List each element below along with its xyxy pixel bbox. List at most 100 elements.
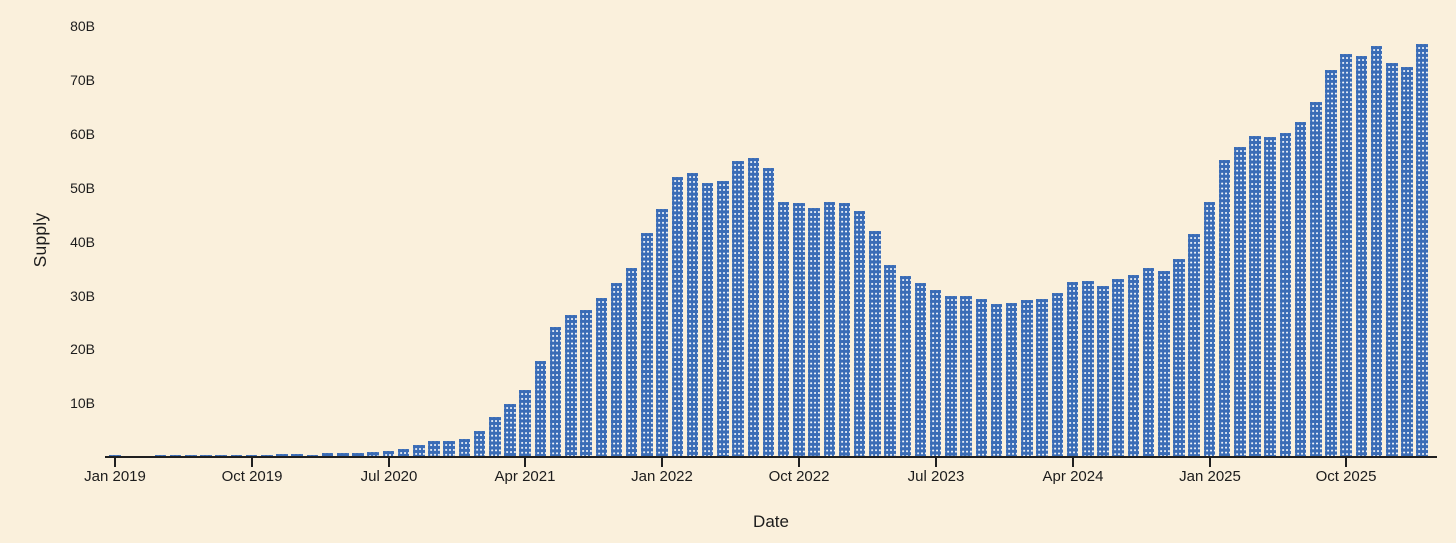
bar: [838, 203, 851, 457]
y-tick-label: 30B: [70, 287, 95, 304]
bar: [1386, 63, 1398, 457]
bar: [1142, 267, 1155, 457]
bar: [641, 232, 653, 457]
bar: [808, 207, 820, 457]
bar: [1127, 274, 1140, 457]
bar: [1370, 46, 1383, 457]
bar: [823, 201, 836, 457]
bar: [428, 441, 440, 457]
bar: [245, 454, 258, 457]
bar: [519, 390, 531, 457]
bar: [1021, 299, 1033, 457]
bar: [306, 454, 319, 457]
bar: [1279, 132, 1292, 457]
x-tick-mark: [661, 458, 663, 467]
y-tick-label: 70B: [70, 72, 95, 89]
x-tick-label: Oct 2019: [221, 468, 283, 485]
bar: [1158, 271, 1170, 457]
bar: [397, 448, 410, 457]
bar: [215, 454, 227, 457]
bar: [565, 314, 577, 457]
y-tick-label: 10B: [70, 395, 95, 412]
bar: [1005, 302, 1018, 457]
x-tick-label: Jan 2022: [631, 468, 693, 485]
bar: [625, 267, 638, 457]
bar: [1218, 160, 1231, 457]
bar: [1416, 43, 1428, 457]
bar: [1097, 286, 1109, 457]
bar: [717, 181, 729, 457]
x-tick-label: Jul 2023: [907, 468, 965, 485]
y-tick-label: 40B: [70, 233, 95, 250]
bar: [1325, 69, 1337, 457]
x-tick-label: Oct 2022: [768, 468, 830, 485]
bar: [869, 230, 881, 457]
x-tick-label: Apr 2021: [494, 468, 556, 485]
bar: [1355, 55, 1368, 457]
bar: [549, 326, 562, 457]
bar: [504, 404, 516, 457]
bar: [929, 290, 942, 457]
bar: [1203, 201, 1216, 457]
bar: [1340, 54, 1352, 457]
bar: [413, 444, 425, 457]
bar: [914, 282, 927, 457]
bar: [747, 158, 760, 457]
bar: [1234, 146, 1246, 457]
x-tick-mark: [1345, 458, 1347, 467]
x-tick-label: Jul 2020: [360, 468, 418, 485]
bar: [884, 264, 896, 457]
x-tick-label: Jan 2019: [84, 468, 146, 485]
x-tick-mark: [251, 458, 253, 467]
bar: [1051, 293, 1064, 457]
bar: [337, 453, 349, 457]
bar: [1036, 299, 1048, 457]
bar: [580, 309, 592, 457]
bar: [261, 454, 273, 457]
bar: [899, 275, 912, 457]
bar: [230, 454, 243, 457]
bar: [276, 454, 288, 457]
x-tick-label: Jan 2025: [1179, 468, 1241, 485]
bar: [489, 417, 501, 457]
bar: [458, 438, 471, 457]
x-tick-label: Oct 2025: [1315, 468, 1377, 485]
plot-area: [105, 0, 1437, 457]
bar: [534, 361, 547, 457]
x-tick-mark: [388, 458, 390, 467]
bar: [595, 298, 607, 457]
bar: [671, 176, 684, 457]
bar: [352, 452, 364, 457]
bar: [990, 304, 1003, 457]
bar: [473, 431, 486, 457]
y-tick-label: 50B: [70, 179, 95, 196]
bar: [777, 202, 790, 457]
bar: [762, 167, 775, 457]
bar: [975, 298, 988, 457]
bar: [945, 295, 957, 457]
x-tick-mark: [524, 458, 526, 467]
bar: [1294, 121, 1307, 457]
bar: [1401, 67, 1413, 457]
bar: [1188, 233, 1200, 457]
x-axis-title: Date: [753, 512, 789, 531]
bar: [1310, 101, 1322, 457]
bar: [732, 160, 744, 457]
bar: [610, 282, 623, 457]
bar: [793, 202, 805, 457]
bar: [1066, 281, 1079, 457]
y-axis-title: Supply: [29, 212, 50, 268]
bar: [1082, 280, 1094, 457]
bar: [291, 454, 303, 457]
bar: [367, 452, 379, 457]
bar: [1264, 136, 1276, 457]
y-tick-label: 60B: [70, 125, 95, 142]
bar: [656, 209, 668, 457]
bar: [1173, 258, 1185, 457]
bar: [1249, 135, 1261, 457]
y-tick-label: 20B: [70, 341, 95, 358]
bar: [443, 440, 455, 457]
bar: [853, 210, 866, 457]
x-tick-mark: [935, 458, 937, 467]
